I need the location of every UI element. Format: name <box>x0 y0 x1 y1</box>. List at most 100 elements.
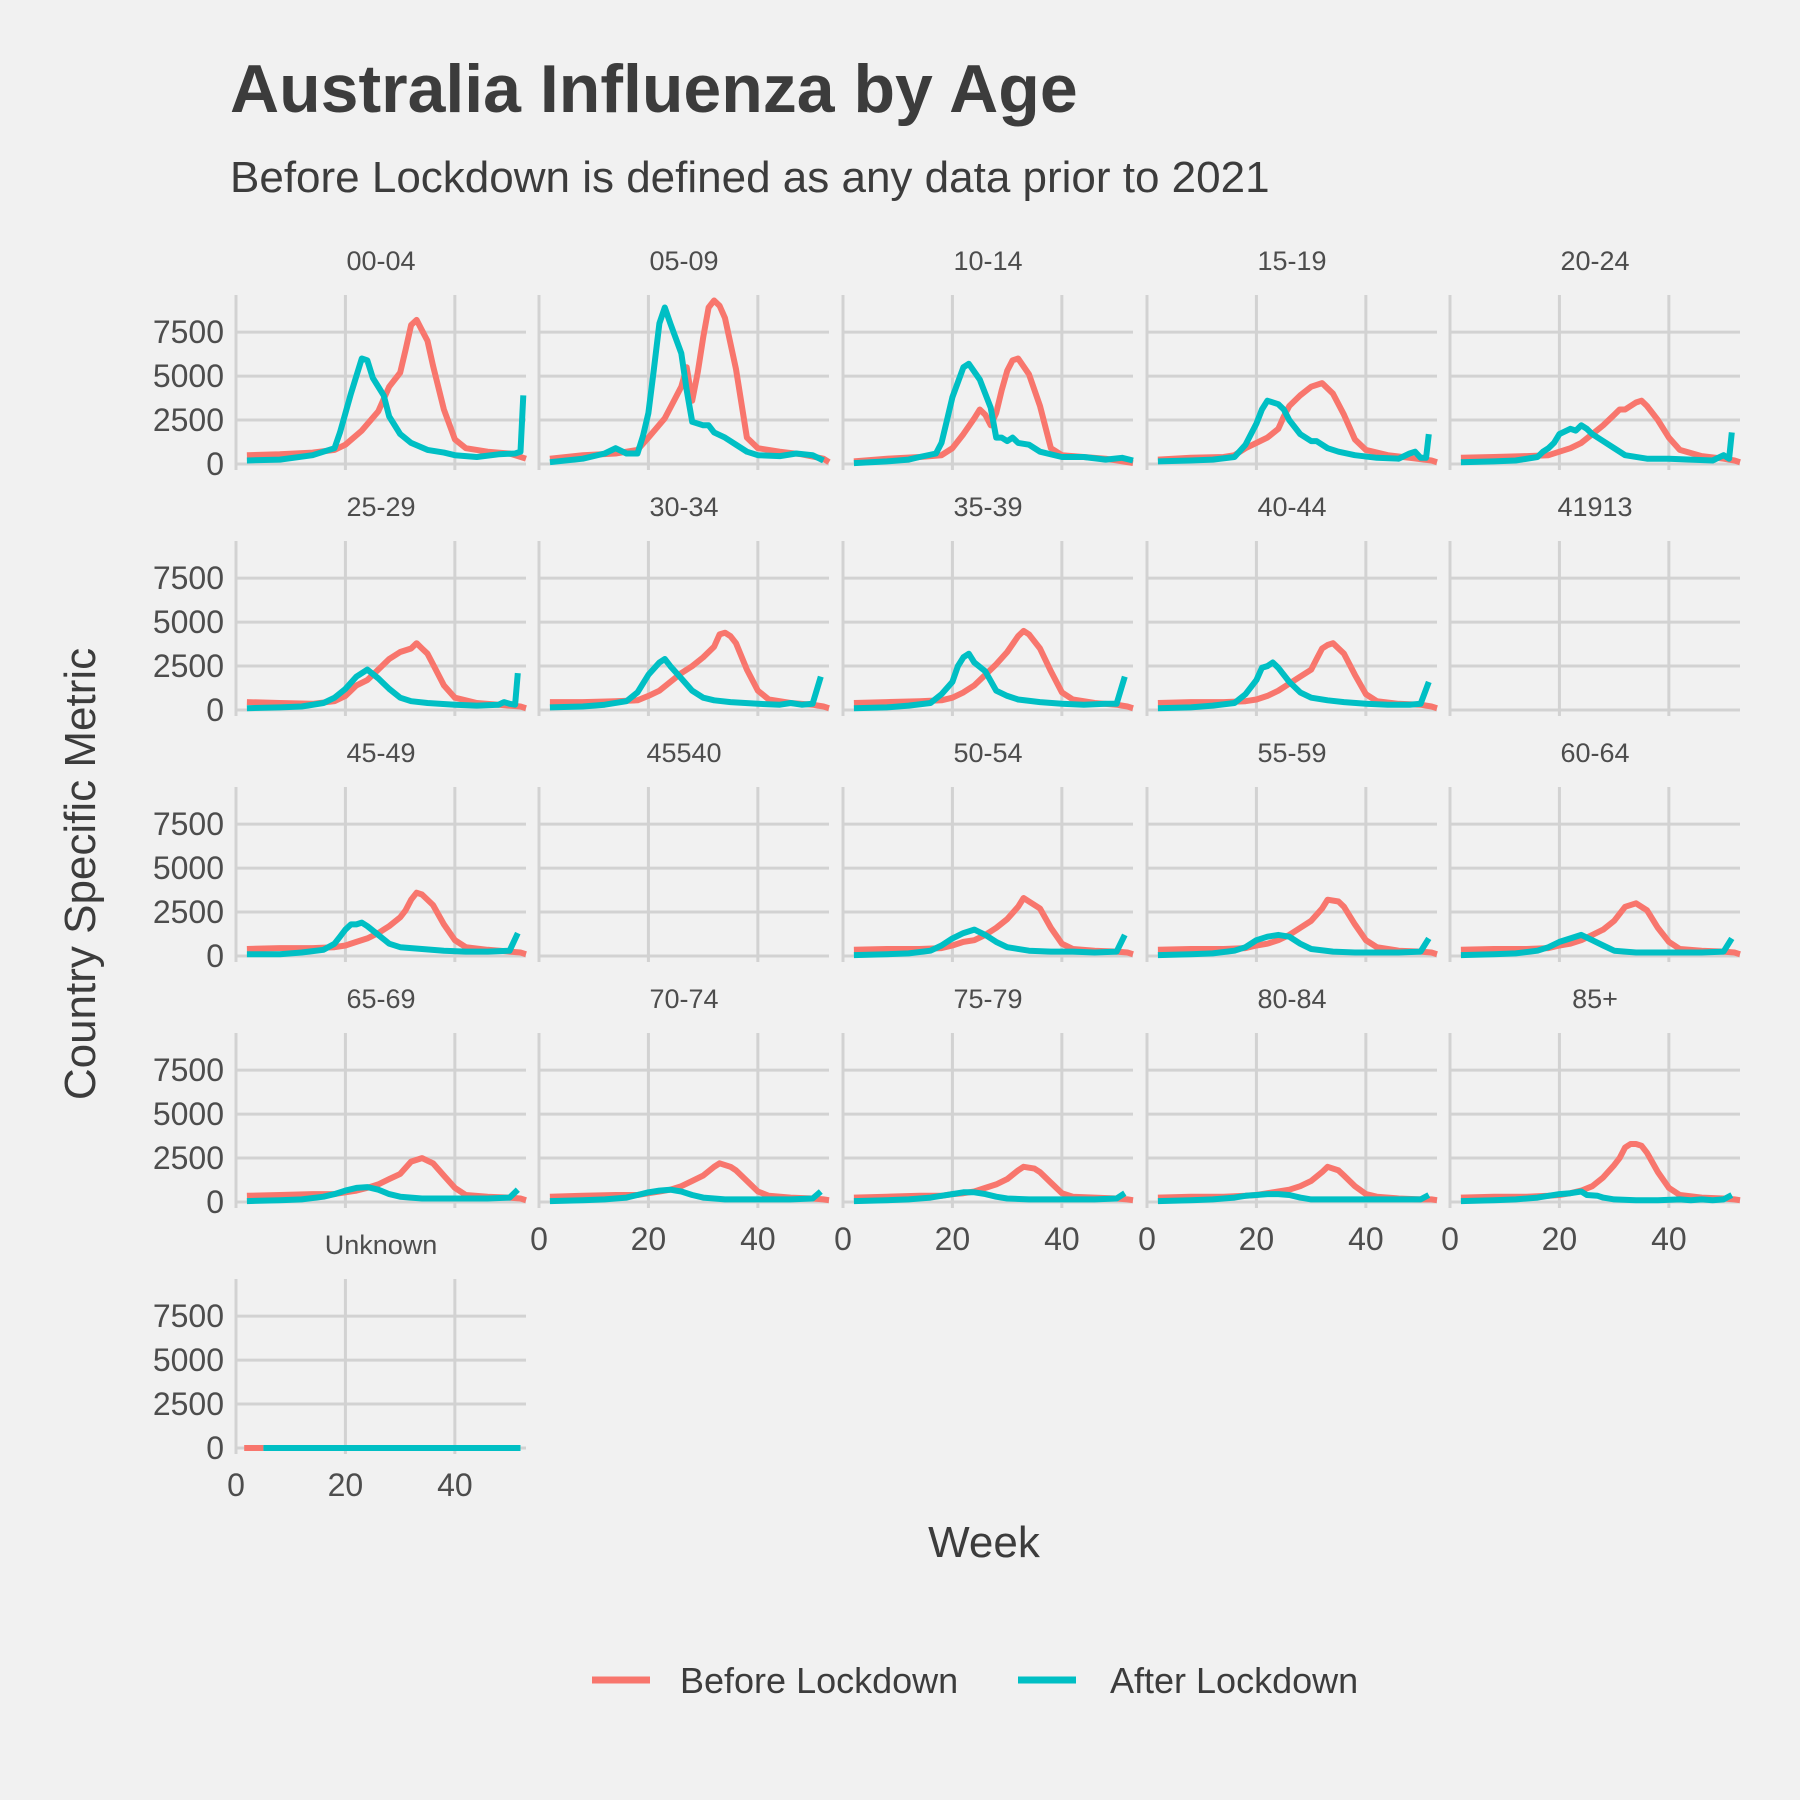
y-tick-label: 7500 <box>153 560 224 596</box>
y-tick-label: 5000 <box>153 1096 224 1132</box>
strip-label: 25-29 <box>346 492 415 522</box>
chart-title: Australia Influenza by Age <box>230 51 1078 127</box>
strip-label: 41913 <box>1557 492 1632 522</box>
series-line-after-lockdown <box>246 1184 520 1205</box>
panel-20-24: 20-24 <box>1448 246 1741 470</box>
y-tick-label: 5000 <box>153 358 224 394</box>
series-line-before-lockdown <box>246 316 527 462</box>
series-line-after-lockdown <box>549 1186 823 1205</box>
y-tick-label: 0 <box>206 692 224 728</box>
panel-45540: 45540 <box>537 738 829 962</box>
y-tick-label: 5000 <box>153 850 224 886</box>
strip-label: 65-69 <box>346 984 415 1014</box>
panel-50-54: 50-54 <box>841 738 1134 962</box>
series-line-after-lockdown <box>1460 422 1735 466</box>
strip-label: 80-84 <box>1257 984 1326 1014</box>
series-line-before-lockdown <box>246 889 527 958</box>
panel-70-74: 70-74 0 20 40 <box>530 984 830 1257</box>
strip-label: 40-44 <box>1257 492 1326 522</box>
y-tick-label: 0 <box>206 1430 224 1466</box>
strip-label: 20-24 <box>1560 246 1629 276</box>
strip-label: 85+ <box>1572 984 1618 1014</box>
y-axis-title: Country Specific Metric <box>56 648 105 1100</box>
y-tick-label: 2500 <box>153 1386 224 1422</box>
series-line-after-lockdown <box>1157 1191 1431 1205</box>
strip-label: 50-54 <box>953 738 1022 768</box>
panel-45-49: 45-49 0 2500 5000 7500 <box>153 738 527 974</box>
series-line-before-lockdown <box>1460 397 1741 466</box>
x-tick-label: 40 <box>1348 1221 1384 1257</box>
series-line-after-lockdown <box>549 656 824 711</box>
series-line-after-lockdown <box>1460 1188 1734 1205</box>
series-line-before-lockdown <box>1157 380 1438 466</box>
y-tick-label: 2500 <box>153 894 224 930</box>
x-tick-label: 20 <box>1239 1221 1275 1257</box>
strip-label: 30-34 <box>649 492 718 522</box>
series-line-after-lockdown <box>1157 659 1432 712</box>
panel-15-19: 15-19 <box>1145 246 1438 470</box>
series-line-before-lockdown <box>853 895 1134 958</box>
series-line-after-lockdown <box>1460 931 1735 959</box>
panel-60-64: 60-64 <box>1448 738 1741 962</box>
y-tick-label: 7500 <box>153 1298 224 1334</box>
x-tick-label: 0 <box>227 1467 245 1503</box>
x-tick-label: 0 <box>1138 1221 1156 1257</box>
y-tick-label: 5000 <box>153 604 224 640</box>
y-tick-label: 5000 <box>153 1342 224 1378</box>
panel-41913: 41913 <box>1448 492 1740 716</box>
series-line-after-lockdown <box>246 355 527 464</box>
series-line-before-lockdown <box>549 629 830 712</box>
panel-40-44: 40-44 <box>1145 492 1438 716</box>
x-tick-label: 40 <box>1651 1221 1687 1257</box>
x-tick-label: 20 <box>328 1467 364 1503</box>
series-line-after-lockdown <box>1157 397 1432 465</box>
y-tick-label: 2500 <box>153 1140 224 1176</box>
series-line-after-lockdown <box>853 926 1128 959</box>
strip-label: 55-59 <box>1257 738 1326 768</box>
series-line-before-lockdown <box>1157 640 1438 712</box>
y-tick-label: 0 <box>206 938 224 974</box>
strip-label: 35-39 <box>953 492 1022 522</box>
x-tick-label: 40 <box>437 1467 473 1503</box>
panel-25-29: 25-29 0 2500 5000 7500 <box>153 492 527 728</box>
x-tick-label: 20 <box>935 1221 971 1257</box>
strip-label: 70-74 <box>649 984 718 1014</box>
strip-label: 45540 <box>646 738 721 768</box>
x-tick-label: 0 <box>834 1221 852 1257</box>
panel-80-84: 80-84 0 20 40 <box>1138 984 1438 1257</box>
y-tick-label: 0 <box>206 446 224 482</box>
y-tick-label: 7500 <box>153 806 224 842</box>
strip-label: 75-79 <box>953 984 1022 1014</box>
strip-label: 00-04 <box>346 246 415 276</box>
strip-label: Unknown <box>325 1230 438 1260</box>
panel-10-14: 10-14 <box>841 246 1134 470</box>
panel-00-04: 00-04 0 2500 5000 7500 <box>153 246 527 482</box>
strip-label: 60-64 <box>1560 738 1629 768</box>
y-tick-label: 2500 <box>153 402 224 438</box>
panel-30-34: 30-34 <box>537 492 830 716</box>
strip-label: 05-09 <box>649 246 718 276</box>
series-line-after-lockdown <box>853 360 1134 467</box>
panel-85-: 85+ 0 20 40 <box>1441 984 1741 1257</box>
legend-label-after: After Lockdown <box>1110 1660 1358 1701</box>
strip-label: 15-19 <box>1257 246 1326 276</box>
x-tick-label: 40 <box>740 1221 776 1257</box>
series-line-after-lockdown <box>853 1189 1127 1205</box>
strip-label: 45-49 <box>346 738 415 768</box>
strip-label: 10-14 <box>953 246 1022 276</box>
chart-subtitle: Before Lockdown is defined as any data p… <box>230 153 1270 202</box>
panel-55-59: 55-59 <box>1145 738 1438 962</box>
x-tick-label: 0 <box>1441 1221 1459 1257</box>
series-line-after-lockdown <box>1157 931 1432 959</box>
panel-05-09: 05-09 <box>537 246 831 470</box>
series-line-before-lockdown <box>1460 1141 1741 1204</box>
x-tick-label: 20 <box>631 1221 667 1257</box>
x-axis-title: Week <box>928 1518 1041 1567</box>
series-line-before-lockdown <box>246 640 527 712</box>
x-tick-label: 40 <box>1044 1221 1080 1257</box>
y-tick-label: 0 <box>206 1184 224 1220</box>
panel-65-69: 65-69 0 2500 5000 7500 <box>153 984 527 1220</box>
panel-35-39: 35-39 <box>841 492 1134 716</box>
x-tick-label: 20 <box>1542 1221 1578 1257</box>
